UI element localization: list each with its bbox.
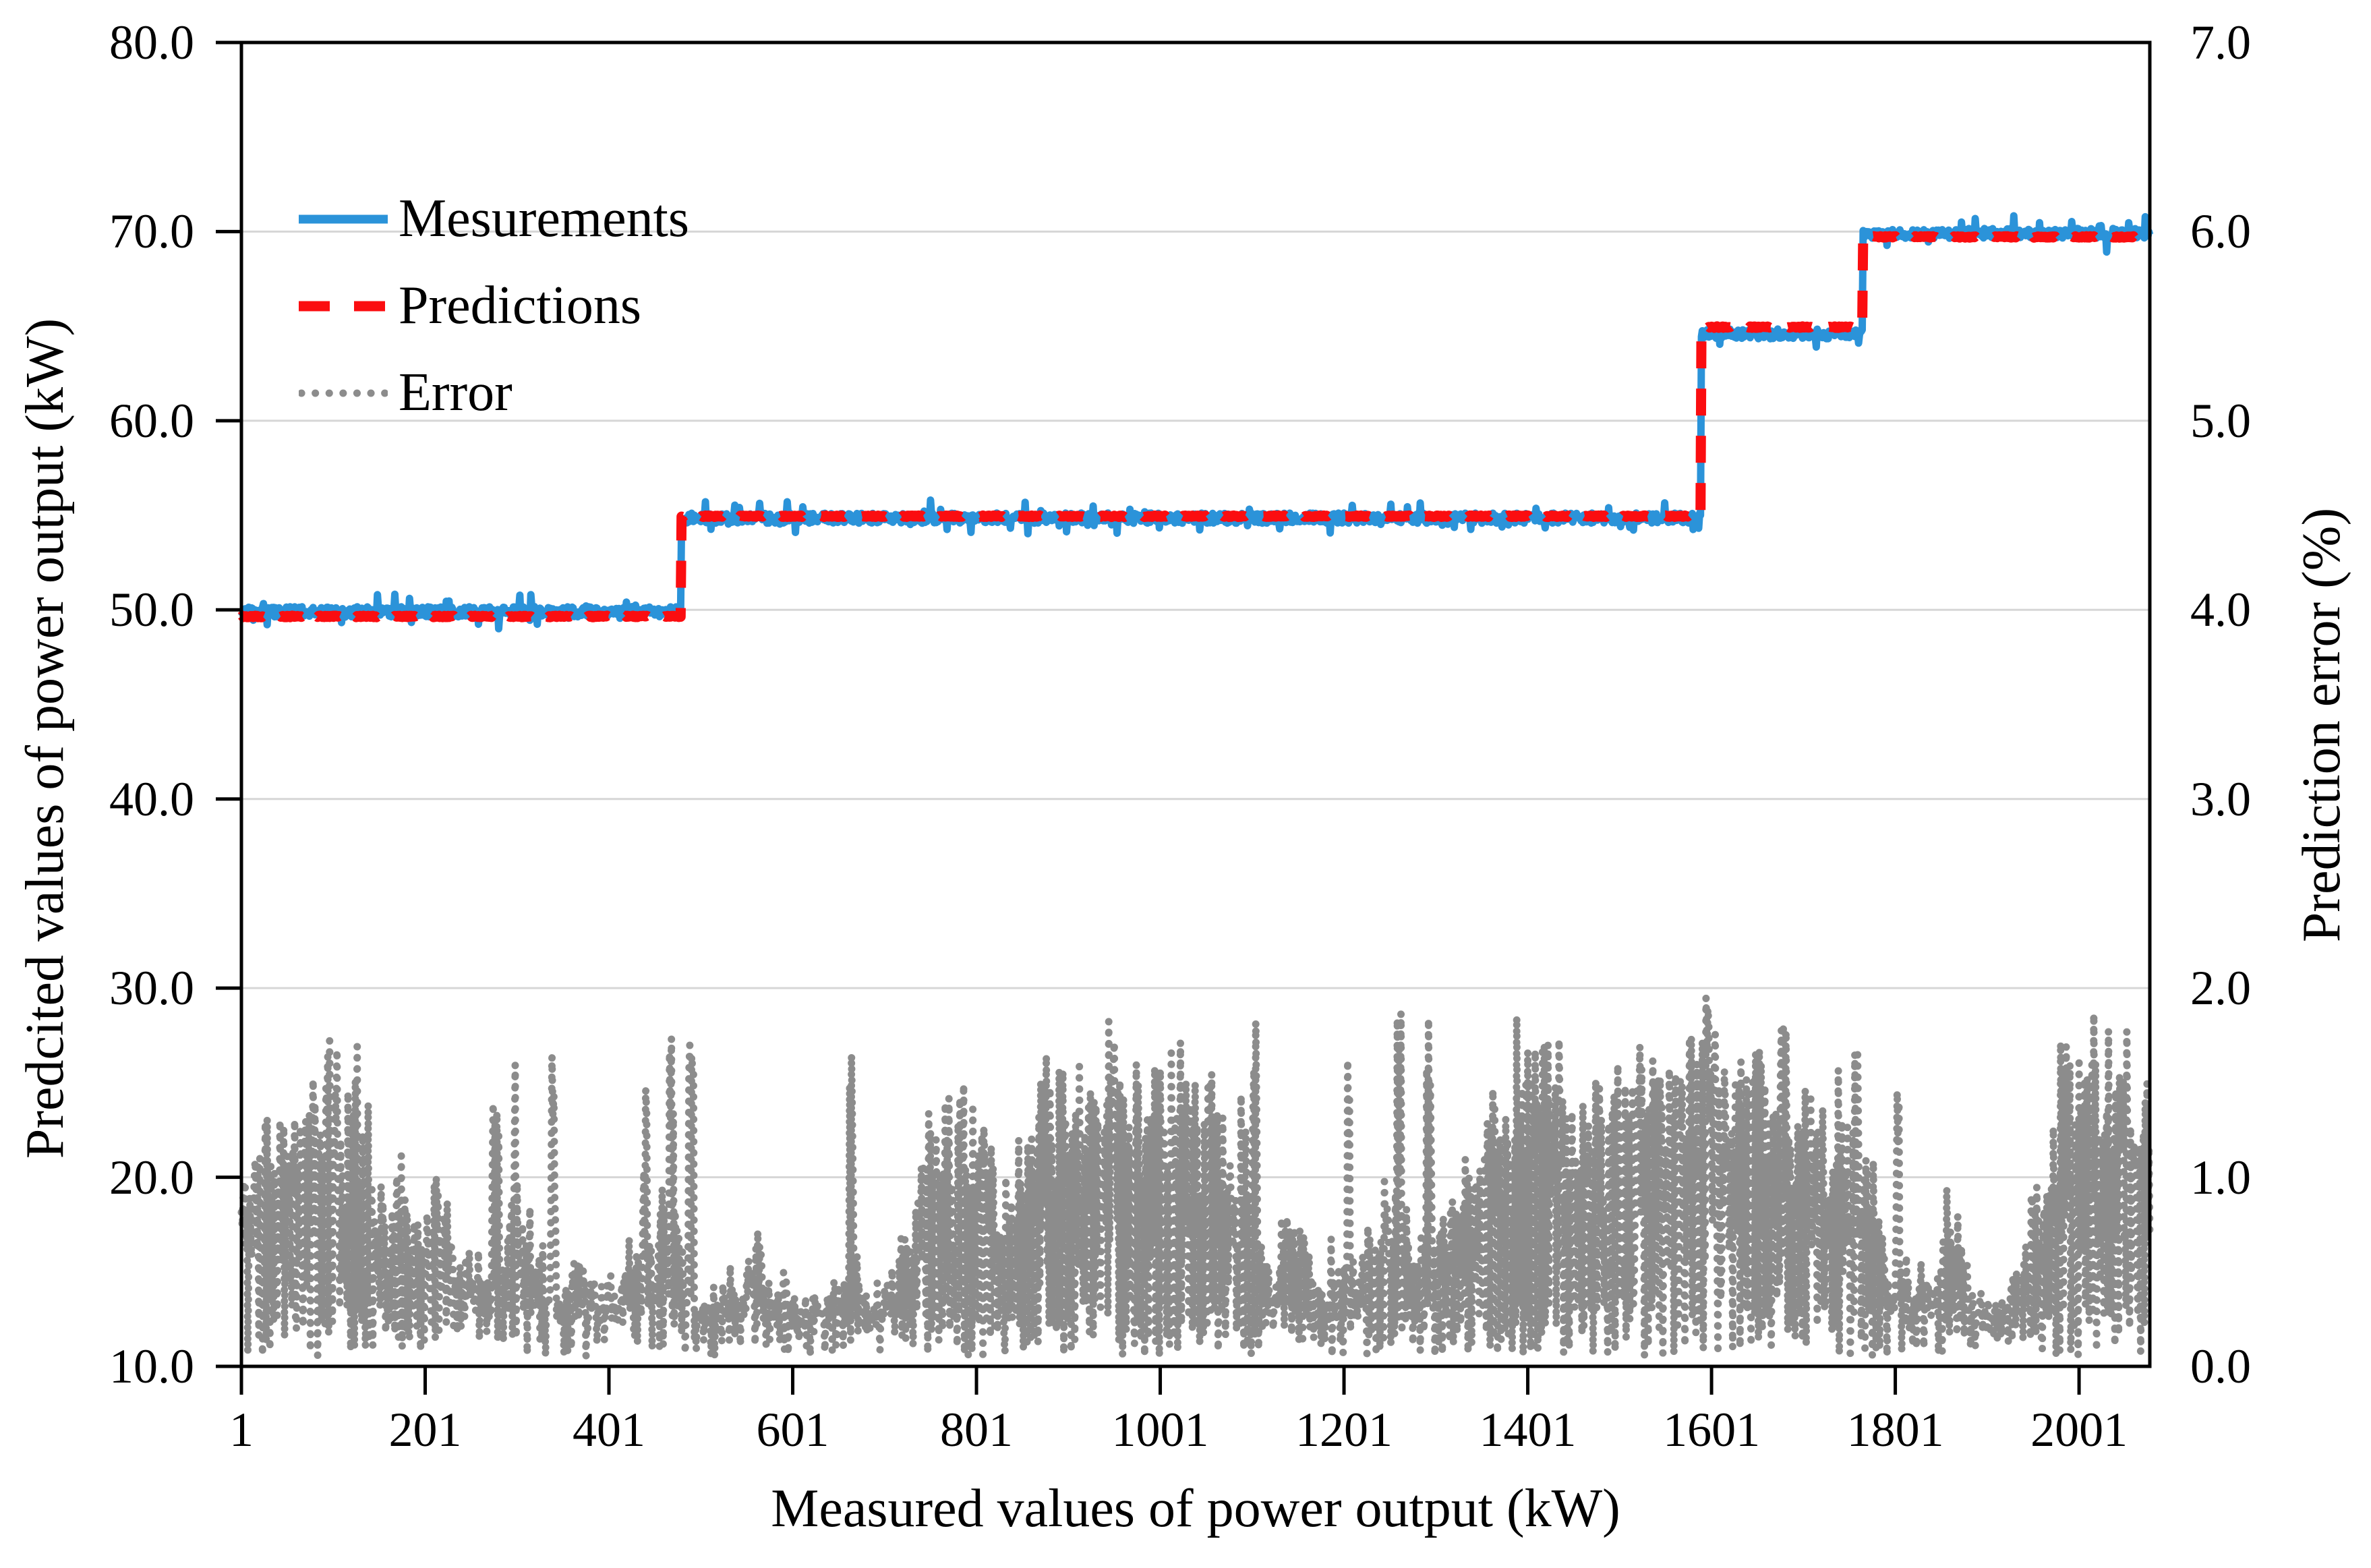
x-tick-label: 1 (229, 1403, 254, 1457)
y-right-axis-title: Prediction error (%) (2292, 507, 2351, 943)
y-right-tick-label: 6.0 (2190, 204, 2251, 259)
error-series-line (237, 993, 2154, 1361)
error-dots-swatch-icon (299, 389, 388, 397)
x-tick-label: 1001 (1111, 1403, 1209, 1457)
y-left-tick-label: 50.0 (109, 583, 194, 637)
legend-item-predictions: Predictions (299, 262, 689, 349)
y-right-tick-label: 5.0 (2190, 393, 2251, 448)
x-tick-label: 601 (756, 1403, 829, 1457)
y-right-tick-label: 1.0 (2190, 1150, 2251, 1204)
measurements-line-swatch-icon (299, 214, 388, 223)
predictions-dash-swatch-icon (299, 301, 388, 311)
x-tick-label: 201 (388, 1403, 462, 1457)
legend-label-error: Error (399, 363, 513, 422)
x-axis-title: Measured values of power output (kW) (771, 1479, 1620, 1538)
y-right-tick-label: 2.0 (2190, 961, 2251, 1016)
x-tick-label: 1801 (1846, 1403, 1944, 1457)
legend-item-measurements: Mesurements (299, 175, 689, 262)
y-right-tick-label: 3.0 (2190, 772, 2251, 826)
y-left-tick-label: 10.0 (109, 1339, 194, 1393)
y-left-tick-label: 70.0 (109, 204, 194, 259)
x-tick-label: 401 (573, 1403, 646, 1457)
legend-label-predictions: Predictions (399, 276, 641, 335)
x-tick-label: 1601 (1663, 1403, 1761, 1457)
chart-legend: Mesurements Predictions Error (299, 175, 689, 436)
y-left-tick-label: 80.0 (109, 16, 194, 69)
y-left-tick-label: 20.0 (109, 1150, 194, 1204)
legend-label-measurements: Mesurements (399, 189, 690, 248)
y-left-tick-label: 30.0 (109, 961, 194, 1016)
predictions-series-line (237, 231, 2155, 622)
y-left-tick-label: 40.0 (109, 772, 194, 826)
y-right-tick-label: 0.0 (2190, 1339, 2251, 1393)
x-tick-label: 1201 (1295, 1403, 1393, 1457)
x-tick-label: 2001 (2030, 1403, 2128, 1457)
y-right-tick-label: 4.0 (2190, 583, 2251, 637)
y-left-axis-title: Predcited values of power output (kW) (16, 318, 75, 1159)
plot-border (239, 40, 2152, 1368)
y-right-tick-label: 7.0 (2190, 16, 2251, 69)
x-tick-label: 1401 (1479, 1403, 1577, 1457)
y-left-tick-label: 60.0 (109, 393, 194, 448)
legend-item-error: Error (299, 349, 689, 436)
x-tick-label: 801 (940, 1403, 1014, 1457)
